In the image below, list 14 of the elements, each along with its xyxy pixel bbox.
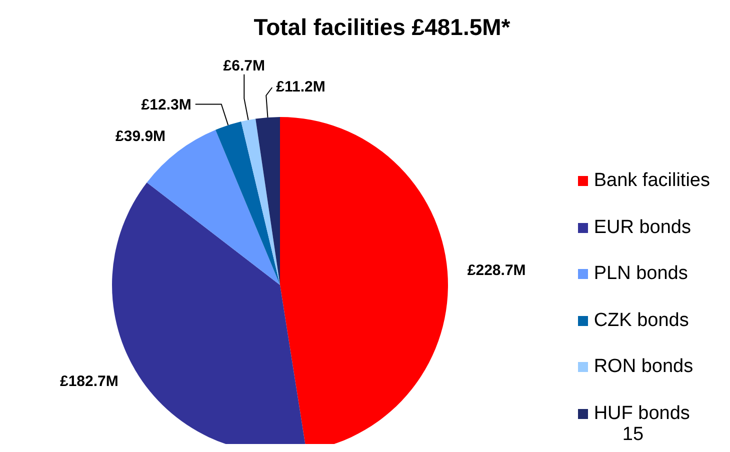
data-label: £228.7M xyxy=(467,262,526,280)
legend-label: RON bonds xyxy=(594,356,694,378)
chart-title: Total facilities £481.5M* xyxy=(252,14,512,41)
text: 15 xyxy=(621,424,645,446)
legend-label: EUR bonds xyxy=(594,216,691,239)
data-label: £182.7M xyxy=(60,373,118,390)
legend-label: HUF bonds xyxy=(594,402,690,425)
data-label: £6.7M xyxy=(223,57,265,74)
data-label: £12.3M xyxy=(141,96,192,114)
legend-label: PLN bonds xyxy=(594,263,688,286)
legend-label: Bank facilities xyxy=(594,170,710,192)
data-label: £11.2M xyxy=(276,78,326,96)
legend-label: CZK bonds xyxy=(594,310,689,332)
data-label: £39.9M xyxy=(116,128,166,145)
